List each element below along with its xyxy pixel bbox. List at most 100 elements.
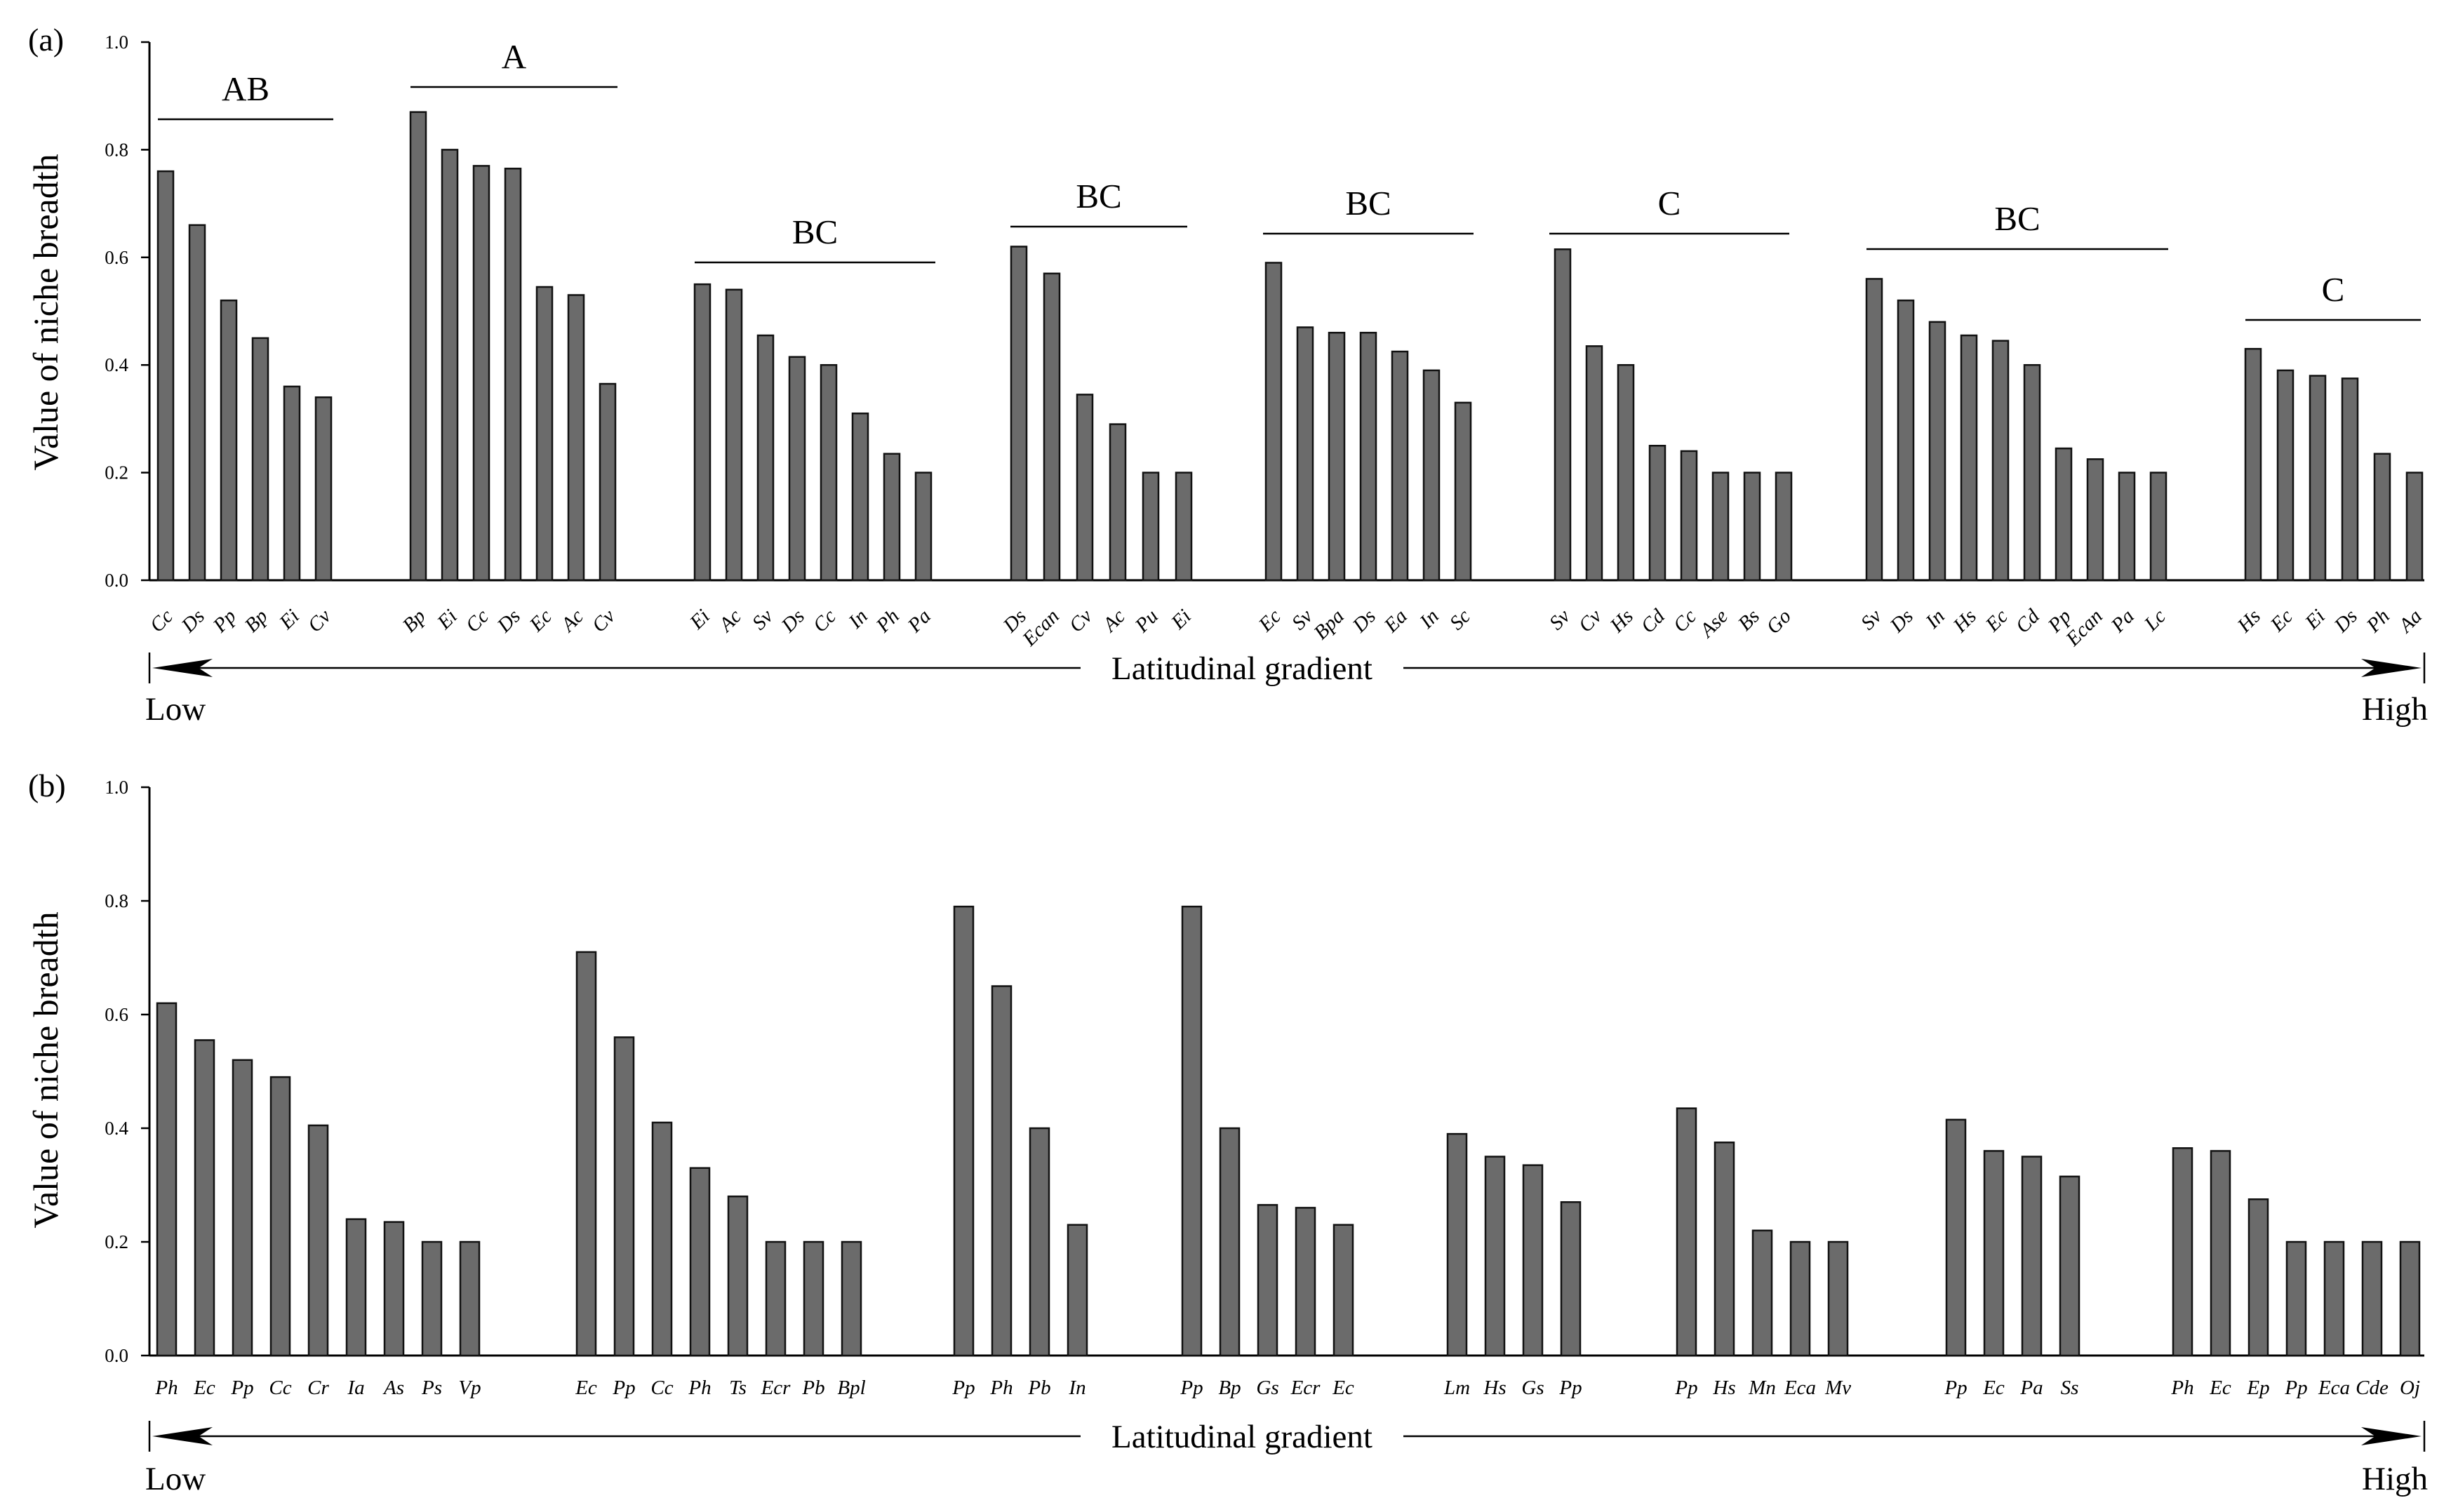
bar xyxy=(1789,1240,1811,1357)
bar xyxy=(1029,1127,1050,1357)
gradient-low-label: Low xyxy=(145,1461,206,1497)
bar xyxy=(314,396,333,582)
bar xyxy=(567,294,585,582)
bar xyxy=(1446,1132,1468,1357)
significance-letter: AB xyxy=(222,69,269,108)
gradient-arrowhead-left xyxy=(152,1427,213,1445)
category-label: Gs xyxy=(1521,1377,1544,1399)
category-label: Pa xyxy=(903,605,935,637)
category-label: In xyxy=(844,605,872,633)
category-label: Ph xyxy=(688,1377,711,1399)
y-tick-label: 1.0 xyxy=(105,32,128,53)
category-label: Ds xyxy=(177,605,209,637)
category-label: Mv xyxy=(1824,1377,1851,1399)
category-label: Sv xyxy=(1857,605,1886,634)
bar xyxy=(725,288,743,582)
category-label: Ec xyxy=(1332,1377,1354,1399)
bar xyxy=(504,167,522,582)
bar xyxy=(2059,1175,2080,1357)
category-label: Ec xyxy=(1982,1377,2005,1399)
bar xyxy=(1043,272,1061,582)
bar xyxy=(156,170,175,582)
bar xyxy=(1332,1224,1354,1357)
bar xyxy=(689,1167,711,1357)
bar xyxy=(269,1076,291,1357)
bar xyxy=(1554,248,1572,582)
category-label: Ds xyxy=(2330,605,2362,637)
category-label: Sv xyxy=(1545,605,1575,634)
category-label: Sv xyxy=(748,605,777,634)
bar xyxy=(1219,1127,1241,1357)
category-label: Hs xyxy=(1949,605,1981,637)
bar xyxy=(2276,369,2295,582)
bar xyxy=(651,1121,673,1357)
bar xyxy=(693,283,712,582)
bar xyxy=(1010,246,1028,582)
category-label: Ec xyxy=(1981,605,2012,636)
y-tick-label: 1.0 xyxy=(105,777,128,798)
y-tick-label: 0.2 xyxy=(105,1231,128,1252)
bar xyxy=(2210,1150,2231,1357)
category-label: Ac xyxy=(1097,605,1130,637)
bar xyxy=(1454,401,1472,582)
bar xyxy=(1711,471,1730,582)
category-label: Pp xyxy=(612,1377,635,1399)
y-tick-label: 0.0 xyxy=(105,570,128,591)
bar xyxy=(727,1195,749,1357)
bar xyxy=(2373,453,2391,582)
gradient-label: Latitudinal gradient xyxy=(1111,1419,1372,1455)
category-label: Ts xyxy=(729,1377,747,1399)
bar xyxy=(1676,1107,1697,1357)
gradient-low-label: Low xyxy=(145,691,206,728)
bar xyxy=(345,1218,367,1357)
y-axis-title: Value of niche breadth xyxy=(26,154,65,470)
category-label: Cc xyxy=(462,605,493,636)
category-label: Cr xyxy=(307,1377,329,1399)
bar xyxy=(914,471,933,582)
bar xyxy=(441,149,459,582)
bar xyxy=(2405,471,2424,582)
bar xyxy=(1067,1224,1088,1357)
significance-letter: C xyxy=(2322,270,2345,309)
category-label: Cv xyxy=(1575,605,1606,636)
category-label: Bp xyxy=(399,605,430,636)
category-label: Ds xyxy=(1348,605,1380,637)
category-label: Cc xyxy=(269,1377,291,1399)
category-label: Aa xyxy=(2393,605,2426,638)
panel-label: (b) xyxy=(28,768,66,803)
category-label: Pp xyxy=(1674,1377,1697,1399)
gradient-arrowhead-right xyxy=(2361,659,2422,677)
category-label: Sc xyxy=(1445,605,1475,634)
bar xyxy=(765,1240,787,1357)
bar xyxy=(1142,471,1160,582)
category-label: Ds xyxy=(493,605,525,637)
bar xyxy=(1422,369,1441,582)
bar xyxy=(1991,340,2010,582)
category-label: Ia xyxy=(347,1377,364,1399)
bar xyxy=(2323,1240,2345,1357)
category-label: Ei xyxy=(274,605,304,634)
category-label: Ds xyxy=(777,605,809,637)
category-label: Ei xyxy=(2300,605,2330,634)
category-label: Ea xyxy=(1380,605,1412,637)
category-label: Pa xyxy=(2019,1377,2043,1399)
category-label: Ac xyxy=(714,605,746,637)
bar xyxy=(1680,450,1698,582)
bar xyxy=(220,299,238,582)
category-label: Bpl xyxy=(837,1377,865,1399)
bar xyxy=(1945,1118,1967,1357)
significance-letter: C xyxy=(1658,184,1681,222)
category-label: Cd xyxy=(2011,605,2044,638)
significance-letter: A xyxy=(502,37,527,76)
bar xyxy=(820,363,838,582)
category-label: Ph xyxy=(154,1377,178,1399)
bar xyxy=(1775,471,1793,582)
category-label: Ecan xyxy=(2061,605,2106,650)
category-label: Ph xyxy=(2170,1377,2193,1399)
bar xyxy=(2118,471,2136,582)
significance-letter: BC xyxy=(1345,184,1391,222)
bar xyxy=(599,382,617,582)
category-label: As xyxy=(382,1377,404,1399)
category-label: Ecr xyxy=(761,1377,791,1399)
bar xyxy=(575,951,597,1357)
